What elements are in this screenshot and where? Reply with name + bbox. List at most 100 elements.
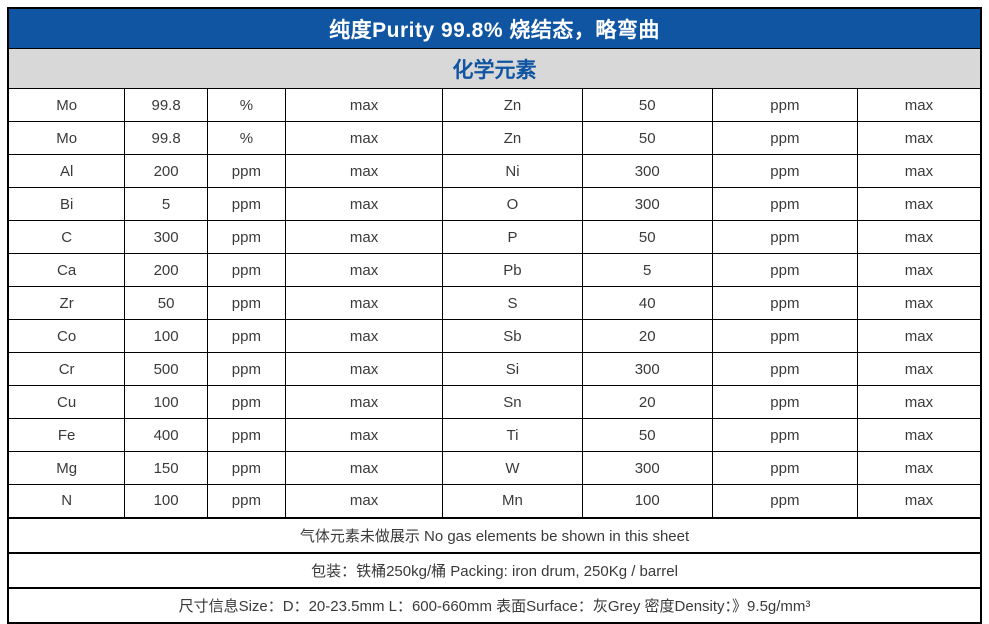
limit-cell: max (284, 220, 444, 254)
element-cell: Co (7, 319, 126, 353)
unit-cell: ppm (206, 385, 286, 419)
element-cell: Sn (442, 385, 583, 419)
table-row: Mg 150 ppm max W 300 ppm max (7, 451, 982, 485)
table-row: Cu 100 ppm max Sn 20 ppm max (7, 385, 982, 419)
limit-cell: max (856, 187, 982, 221)
table-row: Bi 5 ppm max O 300 ppm max (7, 187, 982, 221)
element-cell: Ca (7, 253, 126, 287)
unit-cell: ppm (206, 319, 286, 353)
limit-cell: max (856, 484, 982, 518)
table-row: C 300 ppm max P 50 ppm max (7, 220, 982, 254)
table-row: Mo 99.8% max Zn 50 ppm max (7, 88, 982, 122)
subtitle-row: 化学元素 (7, 48, 982, 89)
element-cell: Ti (442, 418, 583, 452)
gas-elements-note: 气体元素未做展示 No gas elements be shown in thi… (7, 516, 982, 553)
value-cell: 150 (124, 451, 208, 485)
unit-cell: ppm (711, 319, 858, 353)
gas-note-row: 气体元素未做展示 No gas elements be shown in thi… (7, 516, 982, 553)
table-row: Zr 50 ppm max S 40 ppm max (7, 286, 982, 320)
limit-cell: max (856, 385, 982, 419)
limit-cell: max (284, 418, 444, 452)
unit-cell: ppm (206, 484, 286, 518)
limit-cell: max (284, 154, 444, 188)
limit-cell: max (284, 451, 444, 485)
limit-cell: max (284, 253, 444, 287)
element-cell: Mo (7, 88, 126, 122)
value-cell: 200 (124, 154, 208, 188)
unit-cell: ppm (206, 451, 286, 485)
element-cell: Al (7, 154, 126, 188)
element-cell: Cu (7, 385, 126, 419)
value-cell: 100 (124, 385, 208, 419)
value-cell: 5 (124, 187, 208, 221)
unit-cell: ppm (711, 286, 858, 320)
limit-cell: max (284, 484, 444, 518)
unit-cell: ppm (206, 253, 286, 287)
element-cell: N (7, 484, 126, 518)
value-cell: 50 (581, 220, 713, 254)
value-cell: 20 (581, 385, 713, 419)
value-cell: 5 (581, 253, 713, 287)
value-cell: 50 (124, 286, 208, 320)
value-cell: 300 (581, 352, 713, 386)
value-cell: 40 (581, 286, 713, 320)
table-row: Cr 500 ppm max Si 300 ppm max (7, 352, 982, 386)
limit-cell: max (856, 418, 982, 452)
element-cell: O (442, 187, 583, 221)
element-cell: Zr (7, 286, 126, 320)
unit-cell: ppm (711, 187, 858, 221)
unit-cell: ppm (711, 451, 858, 485)
value-cell: 300 (581, 451, 713, 485)
element-cell: W (442, 451, 583, 485)
value-cell: 50 (581, 418, 713, 452)
limit-cell: max (856, 286, 982, 320)
unit-cell: % (206, 121, 286, 155)
limit-cell: max (284, 88, 444, 122)
value-cell: 200 (124, 253, 208, 287)
unit-cell: ppm (206, 418, 286, 452)
unit-cell: ppm (711, 352, 858, 386)
element-cell: Ni (442, 154, 583, 188)
limit-cell: max (284, 319, 444, 353)
element-cell: Bi (7, 187, 126, 221)
limit-cell: max (856, 154, 982, 188)
unit-cell: ppm (206, 187, 286, 221)
value-cell: 50 (581, 88, 713, 122)
table-row: Mo 99.8% max Zn 50 ppm max (7, 121, 982, 155)
value-cell: 300 (581, 187, 713, 221)
limit-cell: max (856, 121, 982, 155)
unit-cell: ppm (711, 385, 858, 419)
size-note-row: 尺寸信息Size：D：20-23.5mm L：600-660mm 表面Surfa… (7, 586, 982, 623)
value-cell: 99.8 (124, 121, 208, 155)
unit-cell: ppm (206, 154, 286, 188)
limit-cell: max (284, 121, 444, 155)
element-cell: Mn (442, 484, 583, 518)
limit-cell: max (856, 319, 982, 353)
limit-cell: max (856, 352, 982, 386)
unit-cell: ppm (711, 253, 858, 287)
element-cell: Pb (442, 253, 583, 287)
value-cell: 300 (581, 154, 713, 188)
value-cell: 500 (124, 352, 208, 386)
element-cell: Sb (442, 319, 583, 353)
limit-cell: max (856, 253, 982, 287)
limit-cell: max (856, 88, 982, 122)
title-row: 纯度Purity 99.8% 烧结态，略弯曲 (7, 7, 982, 49)
value-cell: 99.8 (124, 88, 208, 122)
limit-cell: max (284, 286, 444, 320)
element-cell: Si (442, 352, 583, 386)
packing-note: 包装：铁桶250kg/桶 Packing: iron drum, 250Kg /… (7, 551, 982, 588)
value-cell: 100 (124, 319, 208, 353)
limit-cell: max (856, 220, 982, 254)
size-surface-density-note: 尺寸信息Size：D：20-23.5mm L：600-660mm 表面Surfa… (7, 586, 982, 623)
table-row: Fe 400 ppm max Ti 50 ppm max (7, 418, 982, 452)
table-row: N 100 ppm max Mn 100 ppm max (7, 484, 982, 518)
element-cell: C (7, 220, 126, 254)
element-cell: P (442, 220, 583, 254)
limit-cell: max (284, 187, 444, 221)
value-cell: 300 (124, 220, 208, 254)
unit-cell: ppm (711, 154, 858, 188)
limit-cell: max (284, 352, 444, 386)
element-cell: Mo (7, 121, 126, 155)
unit-cell: ppm (711, 121, 858, 155)
